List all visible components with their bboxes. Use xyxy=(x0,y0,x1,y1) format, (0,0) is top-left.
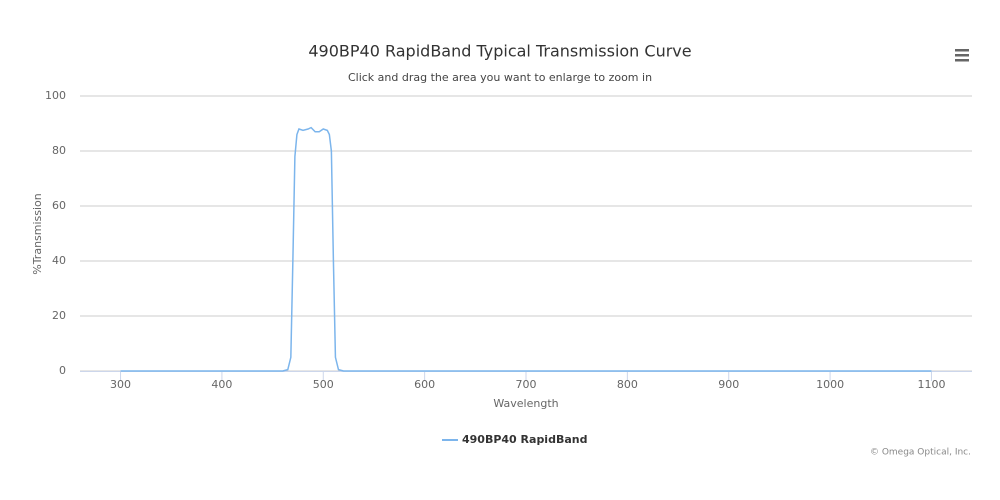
y-tick-label: 0 xyxy=(59,364,66,377)
x-tick-label: 1000 xyxy=(816,378,844,391)
chart-title: 490BP40 RapidBand Typical Transmission C… xyxy=(308,42,691,61)
credits: © Omega Optical, Inc. xyxy=(870,448,971,458)
x-tick-label: 800 xyxy=(617,378,638,391)
series-line xyxy=(120,126,932,372)
chart-subtitle: Click and drag the area you want to enla… xyxy=(348,71,652,84)
y-tick-label: 40 xyxy=(52,254,66,267)
x-tick-label: 900 xyxy=(718,378,739,391)
x-axis-title: Wavelength xyxy=(493,397,558,410)
x-tick-label: 600 xyxy=(414,378,435,391)
x-tick-label: 400 xyxy=(211,378,232,391)
y-tick-label: 20 xyxy=(52,309,66,322)
x-tick-label: 500 xyxy=(313,378,334,391)
y-tick-label: 100 xyxy=(45,89,66,102)
legend-label: 490BP40 RapidBand xyxy=(462,433,587,446)
x-tick-label: 1100 xyxy=(917,378,945,391)
y-axis-title: %Transmission xyxy=(31,193,44,275)
x-tick-label: 700 xyxy=(516,378,537,391)
x-tick-label: 300 xyxy=(110,378,131,391)
menu-button[interactable] xyxy=(952,44,972,64)
y-tick-label: 80 xyxy=(52,144,66,157)
y-tick-label: 60 xyxy=(52,199,66,212)
